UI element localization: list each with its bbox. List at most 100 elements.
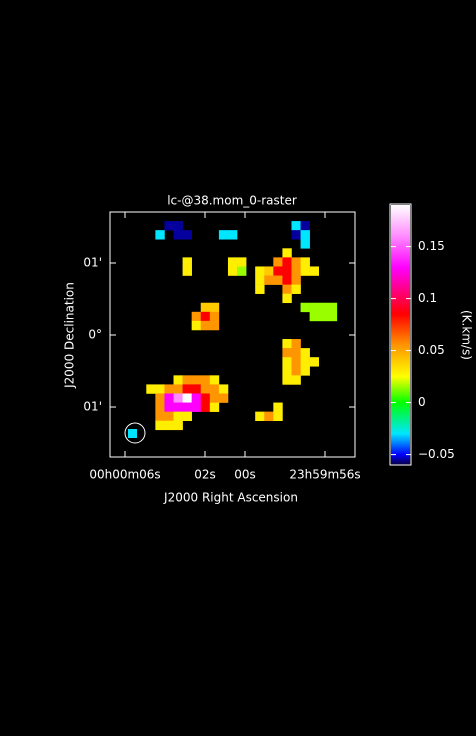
pixel (146, 384, 156, 394)
colorbar-tick-label: 0 (418, 395, 426, 409)
colorbar-band (391, 309, 410, 311)
colorbar-band (391, 241, 410, 243)
colorbar-band (391, 359, 410, 361)
pixel (255, 275, 265, 285)
colorbar-band (391, 244, 410, 246)
colorbar-band (391, 278, 410, 280)
colorbar-band (391, 456, 410, 458)
colorbar-band (391, 273, 410, 275)
colorbar-band (391, 288, 410, 290)
colorbar-band (391, 249, 410, 251)
pixel (182, 257, 192, 267)
colorbar-band (391, 446, 410, 448)
colorbar-band (391, 302, 410, 304)
colorbar-band (391, 405, 410, 407)
colorbar-band (391, 313, 410, 315)
pixel (191, 402, 202, 412)
x-tick-label: 00s (234, 468, 256, 482)
colorbar-band (391, 290, 410, 292)
colorbar-band (391, 311, 410, 313)
pixel (309, 266, 320, 276)
colorbar-band (391, 296, 410, 298)
colorbar-band (391, 300, 410, 302)
colorbar-band (391, 386, 410, 388)
colorbar-band (391, 270, 410, 272)
colorbar-band (391, 257, 410, 259)
colorbar-band (391, 218, 410, 220)
pixel (237, 266, 247, 276)
colorbar-band (391, 206, 410, 208)
pixel (155, 411, 165, 422)
colorbar-band (391, 442, 410, 444)
colorbar-band (391, 216, 410, 218)
colorbar-band (391, 333, 410, 335)
colorbar-band (391, 463, 410, 465)
pixel (218, 393, 229, 403)
pixel (282, 284, 292, 294)
colorbar-band (391, 345, 410, 347)
colorbar-band (391, 388, 410, 390)
colorbar-band (391, 453, 410, 455)
pixel (155, 402, 165, 412)
colorbar-band (391, 429, 410, 431)
colorbar-band (391, 337, 410, 339)
colorbar-band (391, 443, 410, 445)
colorbar-band (391, 413, 410, 415)
colorbar-band (391, 317, 410, 319)
colorbar-band (391, 252, 410, 254)
colorbar-band (391, 451, 410, 453)
colorbar-band (391, 407, 410, 409)
pixel (282, 366, 292, 376)
pixel (282, 266, 292, 276)
colorbar-band (391, 420, 410, 422)
pixel (291, 357, 301, 367)
colorbar-band (391, 305, 410, 307)
pixel (273, 402, 283, 412)
colorbar-band (391, 436, 410, 438)
colorbar-band (391, 347, 410, 349)
colorbar-band (391, 233, 410, 235)
pixel (173, 375, 183, 385)
beam-marker (128, 429, 137, 438)
pixel (164, 420, 174, 431)
colorbar-band (391, 356, 410, 358)
pixel (182, 384, 192, 394)
pixel (155, 393, 165, 403)
colorbar-band (391, 387, 410, 389)
pixel (227, 266, 238, 276)
colorbar-band (391, 259, 410, 261)
colorbar-band (391, 392, 410, 394)
colorbar-band (391, 215, 410, 217)
colorbar-band (391, 265, 410, 267)
pixel (209, 311, 220, 322)
colorbar-band (391, 223, 410, 225)
pixel (164, 402, 174, 412)
colorbar-band (391, 383, 410, 385)
colorbar-band (391, 269, 410, 271)
colorbar-band (391, 308, 410, 310)
pixel (291, 366, 301, 376)
colorbar-band (391, 283, 410, 285)
pixel (173, 384, 183, 394)
colorbar-band (391, 355, 410, 357)
colorbar-band (391, 291, 410, 293)
colorbar-tick-label: 0.05 (418, 343, 445, 357)
colorbar-band (391, 211, 410, 213)
pixel (291, 221, 301, 231)
pixel (155, 420, 165, 431)
colorbar-band (391, 340, 410, 342)
colorbar-band (391, 207, 410, 209)
colorbar-band (391, 365, 410, 367)
colorbar-band (391, 377, 410, 379)
colorbar-band (391, 327, 410, 329)
x-axis-label: J2000 Right Ascension (163, 491, 298, 505)
pixel (173, 393, 183, 403)
pixel (282, 248, 292, 258)
pixel (282, 293, 292, 304)
colorbar-band (391, 410, 410, 412)
colorbar-band (391, 235, 410, 237)
colorbar-band (391, 281, 410, 283)
pixel (291, 257, 301, 267)
colorbar-band (391, 406, 410, 408)
pixel (209, 320, 220, 331)
